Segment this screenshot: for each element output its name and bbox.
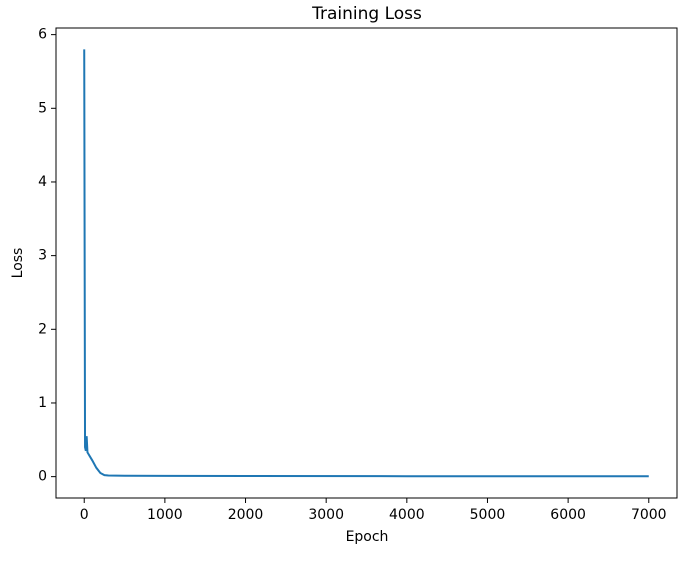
x-tick-label: 6000 xyxy=(550,507,586,523)
y-tick-label: 0 xyxy=(38,469,47,485)
x-axis-label: Epoch xyxy=(346,529,389,545)
y-axis-label: Loss xyxy=(10,248,26,279)
y-tick-label: 2 xyxy=(38,321,47,337)
x-tick-label: 1000 xyxy=(147,507,183,523)
x-tick-label: 3000 xyxy=(308,507,344,523)
x-tick-label: 7000 xyxy=(631,507,667,523)
x-tick-label: 0 xyxy=(80,507,89,523)
x-tick-label: 5000 xyxy=(470,507,506,523)
y-tick-label: 6 xyxy=(38,27,47,43)
y-tick-label: 1 xyxy=(38,395,47,411)
y-tick-label: 4 xyxy=(38,174,47,190)
loss-line xyxy=(83,49,649,478)
y-tick-label: 3 xyxy=(38,248,47,264)
x-tick-label: 2000 xyxy=(228,507,264,523)
plot-frame xyxy=(55,27,678,499)
y-tick-label: 5 xyxy=(38,100,47,116)
x-tick-label: 4000 xyxy=(389,507,425,523)
chart-title: Training Loss xyxy=(311,4,422,24)
